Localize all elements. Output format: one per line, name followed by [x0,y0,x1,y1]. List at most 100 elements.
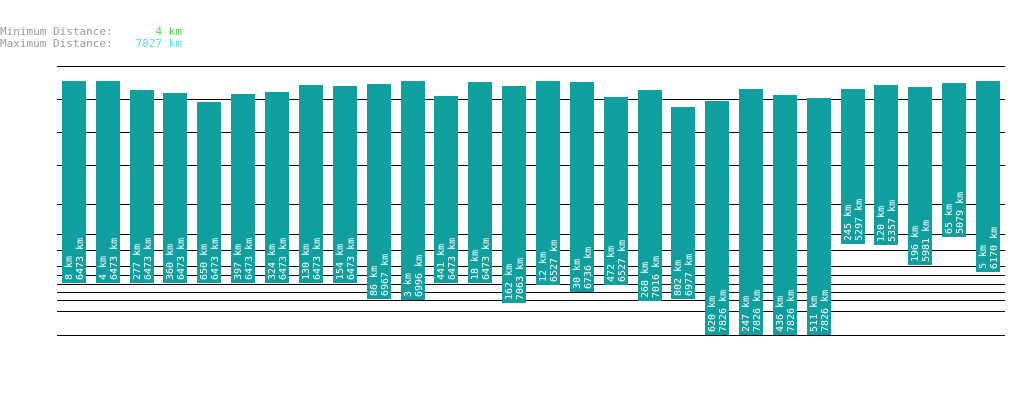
bar-min-label: 620 km [707,296,718,332]
bar [468,82,492,283]
bar-group: 472 km 6527 km [604,97,628,285]
bar-min-label: 472 km [606,246,617,282]
bar-group: 18 km 6473 km [468,82,492,283]
bar-group: 802 km 6977 km [671,107,695,299]
bar-max-label: 7016 km [651,256,662,298]
bar [841,89,865,244]
bar-max-label: 6473 km [75,238,86,280]
bar-group: 650 km 6473 km [197,102,221,283]
bar-max-label: 7063 km [515,258,526,300]
bar-max-label: 7826 km [786,290,797,332]
bar-min-label: 277 km [132,244,143,280]
bar-min-label: 86 km [369,266,380,296]
bar [333,86,357,283]
bar-min-label: 441 km [436,244,447,280]
legend-min-value: 4 km [156,25,183,38]
bar-min-label: 162 km [504,264,515,300]
bar-max-label: 6473 km [109,238,120,280]
bar [502,86,526,303]
bar-max-label: 6473 km [447,238,458,280]
bar [570,82,594,292]
bar-min-label: 802 km [673,260,684,296]
bar-max-label: 6473 km [176,238,187,280]
bar-max-label: 6473 km [481,238,492,280]
bar [874,85,898,245]
bar-group: 5 km 6170 km [976,81,1000,272]
bar [807,98,831,335]
bar-max-label: 6473 km [244,238,255,280]
bar [163,93,187,283]
bar [401,81,425,300]
bar-max-label: 5357 km [887,200,898,242]
bar-min-label: 3 km [403,273,414,297]
bar-max-label: 6527 km [617,240,628,282]
bar-group: 324 km 6473 km [265,92,289,283]
bar-group: 397 km 6473 km [231,94,255,283]
legend-max-value: 7827 km [136,37,183,50]
bar [265,92,289,283]
bar-min-label: 65 km [944,204,955,234]
bar-group: 277 km 6473 km [130,90,154,283]
bar-group: 12 km 6527 km [536,81,560,285]
bar [604,97,628,285]
bar-max-label: 5981 km [921,220,932,262]
bar [942,83,966,237]
legend-min-label: Minimum Distance: [0,25,113,38]
bar-min-label: 154 km [335,244,346,280]
bar [739,89,763,335]
bar-max-label: 6473 km [278,238,289,280]
bar [671,107,695,299]
bar-group: 196 km 5981 km [908,87,932,265]
bar-group: 86 km 6967 km [367,84,391,299]
bar-min-label: 12 km [538,252,549,282]
bar-min-label: 650 km [199,244,210,280]
bar-min-label: 247 km [741,296,752,332]
bar-max-label: 5079 km [955,192,966,234]
bar-group: 8 km 6473 km [62,81,86,283]
bar [773,95,797,335]
bar-max-label: 6473 km [346,238,357,280]
bar [908,87,932,265]
bar-min-label: 18 km [470,250,481,280]
bar-group: 268 km 7016 km [638,90,662,301]
legend-max-label: Maximum Distance: [0,37,113,50]
bar-max-label: 6967 km [380,254,391,296]
bar-group: 4 km 6473 km [96,81,120,283]
bar-min-label: 4 km [98,256,109,280]
bar-max-label: 6170 km [989,227,1000,269]
bar-min-label: 8 km [64,256,75,280]
bar-group: 130 km 6473 km [299,85,323,283]
bar-min-label: 120 km [876,206,887,242]
bar-group: 247 km 7826 km [739,89,763,335]
bar-group: 360 km 6473 km [163,93,187,283]
bar [197,102,221,283]
bar [96,81,120,283]
bar-max-label: 6473 km [210,238,221,280]
bar [705,101,729,335]
bar-max-label: 6473 km [312,238,323,280]
bar-group: 441 km 6473 km [434,96,458,283]
bar-max-label: 6977 km [684,254,695,296]
bar [299,85,323,283]
bar-max-label: 6996 km [414,255,425,297]
bar-min-label: 397 km [233,244,244,280]
bar-min-label: 436 km [775,296,786,332]
bar-group: 3 km 6996 km [401,81,425,300]
bar-min-label: 268 km [640,262,651,298]
bar-max-label: 6473 km [143,238,154,280]
bar [62,81,86,283]
bar-max-label: 7826 km [752,290,763,332]
bar-min-label: 511 km [809,296,820,332]
bar-min-label: 245 km [843,205,854,241]
bar-min-label: 5 km [978,245,989,269]
bar-group: 154 km 6473 km [333,86,357,283]
bar-group: 511 km 7826 km [807,98,831,335]
bar [638,90,662,301]
bar-max-label: 6736 km [583,247,594,289]
bar-min-label: 30 km [572,259,583,289]
bar-group: 436 km 7826 km [773,95,797,335]
bar-max-label: 7826 km [718,290,729,332]
bars: 8 km 6473 km 4 km 6473 km 277 km 6473 km 360 k… [62,81,1000,335]
bar-group: 245 km 5297 km [841,89,865,244]
